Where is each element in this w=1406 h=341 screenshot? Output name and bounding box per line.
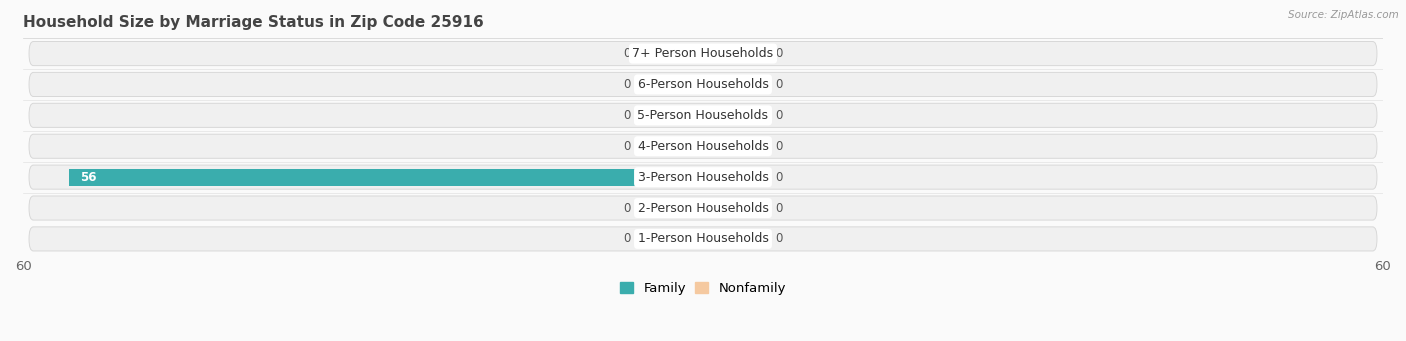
Text: 0: 0 — [776, 109, 783, 122]
Text: 4-Person Households: 4-Person Households — [637, 140, 769, 153]
FancyBboxPatch shape — [30, 103, 1376, 128]
Bar — [703, 199, 765, 217]
Bar — [703, 107, 765, 124]
Bar — [641, 107, 703, 124]
Text: 6-Person Households: 6-Person Households — [637, 78, 769, 91]
FancyBboxPatch shape — [30, 227, 1376, 251]
Legend: Family, Nonfamily: Family, Nonfamily — [620, 282, 786, 295]
Bar — [703, 76, 765, 93]
Bar — [641, 199, 703, 217]
Bar — [641, 138, 703, 155]
Text: Household Size by Marriage Status in Zip Code 25916: Household Size by Marriage Status in Zip… — [24, 15, 484, 30]
Text: 0: 0 — [623, 109, 630, 122]
Text: 0: 0 — [776, 202, 783, 214]
Text: Source: ZipAtlas.com: Source: ZipAtlas.com — [1288, 10, 1399, 20]
Text: 0: 0 — [776, 140, 783, 153]
FancyBboxPatch shape — [30, 42, 1376, 65]
Bar — [69, 169, 703, 186]
FancyBboxPatch shape — [30, 165, 1376, 189]
Text: 3-Person Households: 3-Person Households — [637, 170, 769, 184]
Bar — [641, 231, 703, 248]
Bar — [703, 45, 765, 62]
FancyBboxPatch shape — [30, 196, 1376, 220]
Text: 0: 0 — [623, 47, 630, 60]
Text: 0: 0 — [623, 202, 630, 214]
Text: 0: 0 — [623, 140, 630, 153]
Bar — [641, 45, 703, 62]
Text: 0: 0 — [623, 78, 630, 91]
Text: 2-Person Households: 2-Person Households — [637, 202, 769, 214]
Text: 0: 0 — [776, 78, 783, 91]
Text: 1-Person Households: 1-Person Households — [637, 233, 769, 246]
Text: 56: 56 — [80, 170, 97, 184]
Bar — [703, 231, 765, 248]
Bar — [641, 76, 703, 93]
FancyBboxPatch shape — [30, 134, 1376, 158]
Bar — [703, 169, 765, 186]
FancyBboxPatch shape — [30, 72, 1376, 97]
Text: 0: 0 — [776, 47, 783, 60]
Text: 7+ Person Households: 7+ Person Households — [633, 47, 773, 60]
Bar — [703, 138, 765, 155]
Text: 0: 0 — [776, 170, 783, 184]
Text: 0: 0 — [623, 233, 630, 246]
Text: 0: 0 — [776, 233, 783, 246]
Text: 5-Person Households: 5-Person Households — [637, 109, 769, 122]
